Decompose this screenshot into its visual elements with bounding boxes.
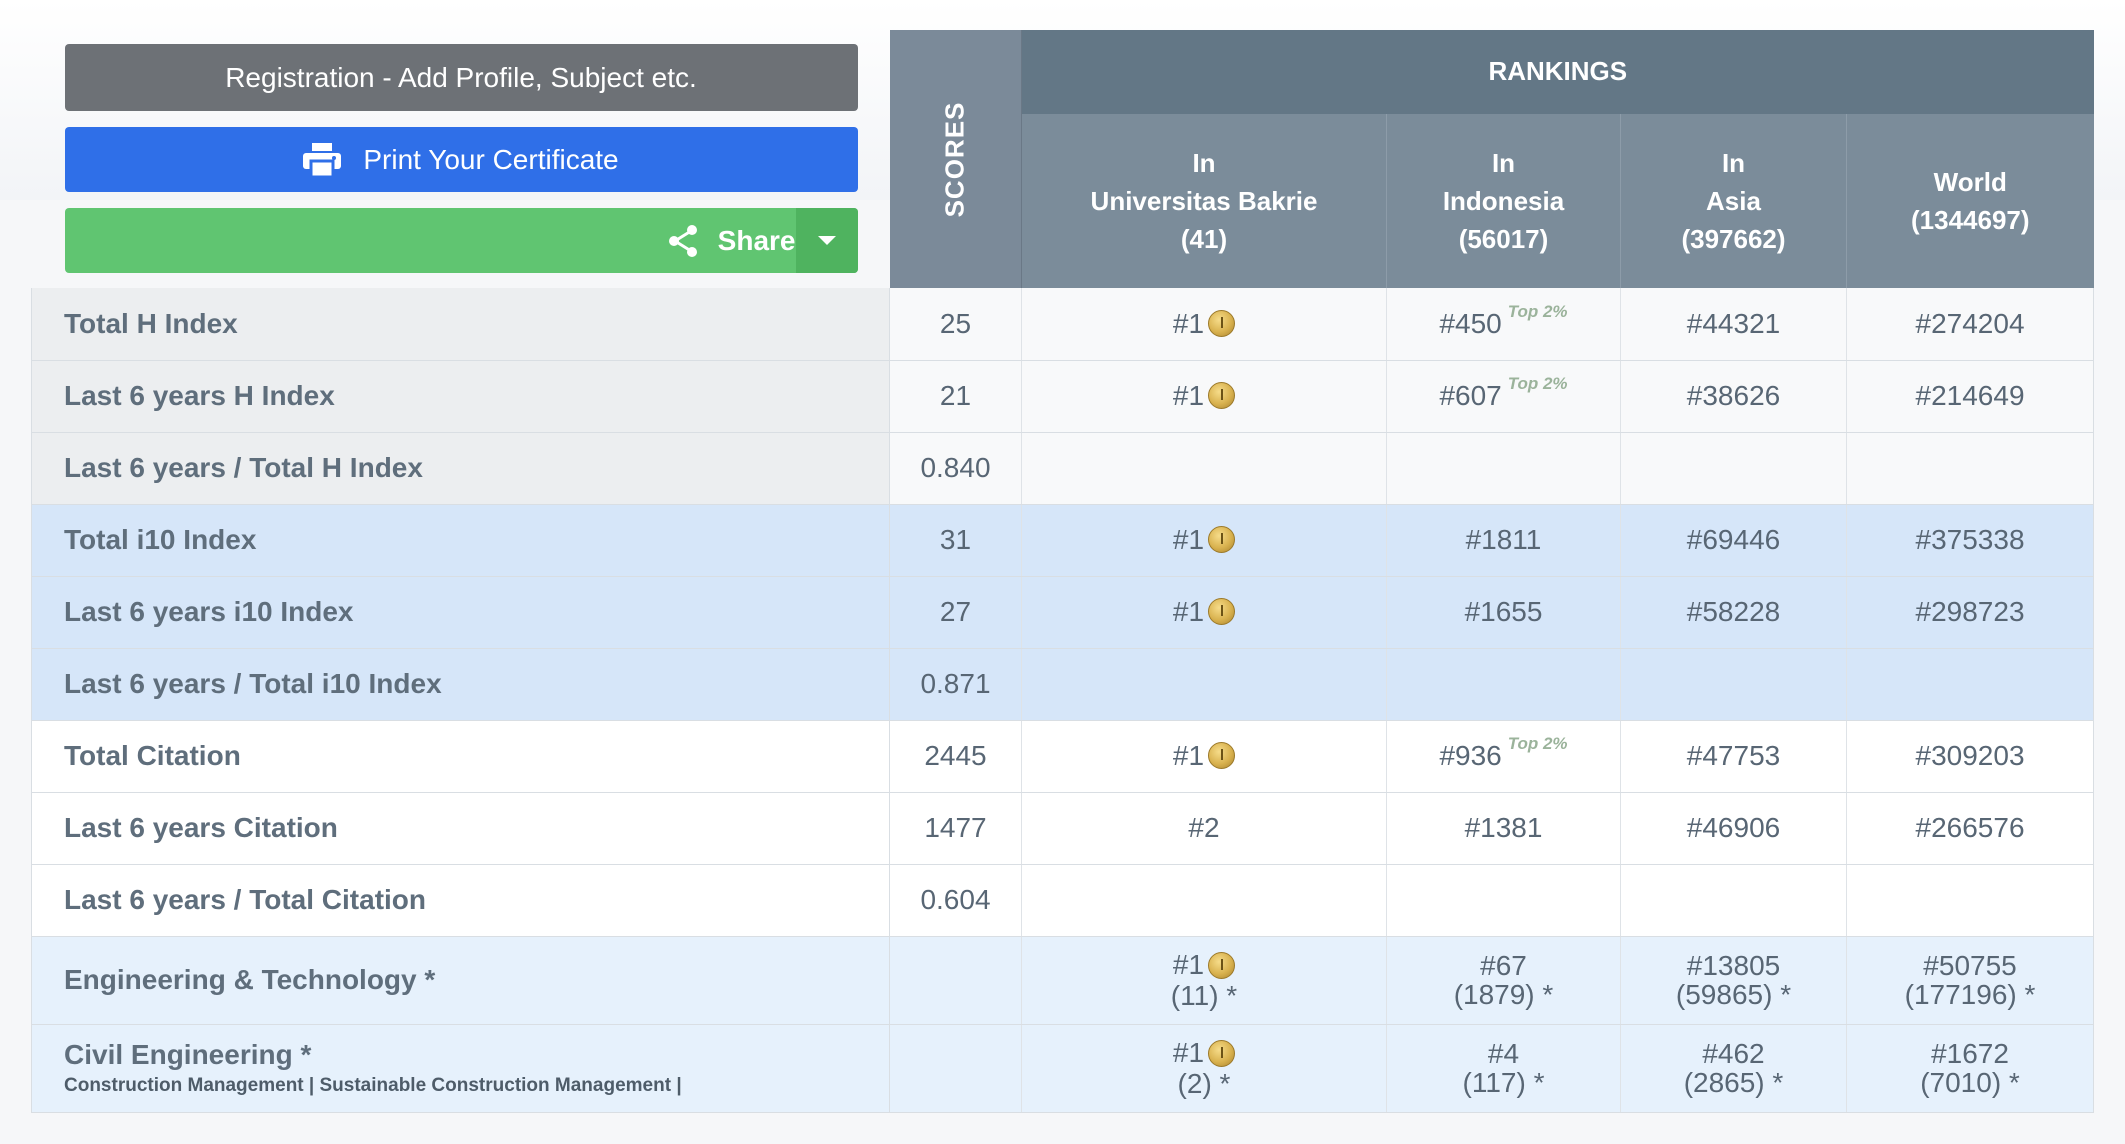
gold-medal-icon [1208, 309, 1236, 337]
table-row: Last 6 years / Total Citation 0.604 [31, 864, 2095, 937]
gold-medal-icon [1208, 742, 1236, 770]
score-value: 31 [889, 504, 1022, 577]
column-header-university: In Universitas Bakrie (41) [1021, 113, 1387, 288]
score-value: 1477 [889, 792, 1022, 865]
rank-university: #1 [1021, 720, 1387, 793]
row-label: Total H Index [31, 288, 890, 361]
table-row: Total i10 Index 31 #1 #1811 #69446 #3753… [31, 504, 2095, 577]
rank-country: #4 (117) * [1386, 1024, 1621, 1113]
subject-row: Civil Engineering * Construction Managem… [31, 1024, 2095, 1113]
registration-button-label: Registration - Add Profile, Subject etc. [225, 61, 697, 93]
table-row: Last 6 years i10 Index 27 #1 #1655 #5822… [31, 576, 2095, 649]
rank-country: #450 Top 2% [1386, 288, 1621, 361]
print-button-label: Print Your Certificate [363, 143, 619, 175]
score-value: 0.840 [889, 432, 1022, 505]
rank-university: #1 [1021, 360, 1387, 433]
score-value: 0.871 [889, 648, 1022, 721]
share-icon [668, 224, 697, 257]
subject-label: Civil Engineering * Construction Managem… [31, 1024, 890, 1113]
rankings-header: RANKINGS [1021, 30, 2094, 114]
table-row: Last 6 years Citation 1477 #2 #1381 #469… [31, 792, 2095, 865]
rank-country: #1381 [1386, 792, 1621, 865]
rank-country: #1655 [1386, 576, 1621, 649]
row-label: Last 6 years / Total H Index [31, 432, 890, 505]
share-button-label: Share [717, 224, 796, 256]
rank-country: #936 Top 2% [1386, 720, 1621, 793]
row-label: Last 6 years / Total i10 Index [31, 648, 890, 721]
rank-region: #47753 [1620, 720, 1847, 793]
column-header-region: In Asia (397662) [1620, 113, 1847, 288]
table-row: Last 6 years / Total i10 Index 0.871 [31, 648, 2095, 721]
rank-world: #1672 (7010) * [1846, 1024, 2095, 1113]
rank-region: #46906 [1620, 792, 1847, 865]
row-label: Total i10 Index [31, 504, 890, 577]
rank-world: #50755 (177196) * [1846, 936, 2095, 1025]
rank-world: #309203 [1846, 720, 2095, 793]
rank-region: #69446 [1620, 504, 1847, 577]
gold-medal-icon [1208, 598, 1236, 626]
score-value: 27 [889, 576, 1022, 649]
gold-medal-icon [1208, 526, 1236, 554]
rank-country: #607 Top 2% [1386, 360, 1621, 433]
row-label: Total Citation [31, 720, 890, 793]
ranking-table: Registration - Add Profile, Subject etc.… [31, 30, 2095, 1113]
top-percent-badge: Top 2% [1507, 374, 1568, 393]
row-label: Last 6 years i10 Index [31, 576, 890, 649]
rank-world: #214649 [1846, 360, 2095, 433]
table-row: Total Citation 2445 #1 #936 Top 2% #47753… [31, 720, 2095, 793]
rank-country: #1811 [1386, 504, 1621, 577]
top-percent-badge: Top 2% [1507, 734, 1568, 753]
rank-world: #375338 [1846, 504, 2095, 577]
rank-region: #13805 (59865) * [1620, 936, 1847, 1025]
table-row: Total H Index 25 #1 #450 Top 2% #44321 #2… [31, 288, 2095, 361]
row-label: Last 6 years / Total Citation [31, 864, 890, 937]
registration-button[interactable]: Registration - Add Profile, Subject etc. [64, 44, 858, 111]
rank-university: #1 (11) * [1021, 936, 1387, 1025]
rank-university: #1 [1021, 576, 1387, 649]
row-label: Last 6 years H Index [31, 360, 890, 433]
top-percent-badge: Top 2% [1507, 301, 1568, 321]
score-value: 21 [889, 360, 1022, 433]
share-dropdown-toggle[interactable] [795, 208, 858, 273]
score-value: 2445 [889, 720, 1022, 793]
rank-region: #38626 [1620, 360, 1847, 433]
share-button[interactable]: Share [64, 208, 858, 273]
subject-label: Engineering & Technology * [31, 936, 890, 1025]
score-value: 25 [889, 288, 1022, 361]
rank-university: #1 [1021, 288, 1387, 361]
action-buttons: Registration - Add Profile, Subject etc.… [32, 30, 890, 288]
subject-row: Engineering & Technology * #1 (11) * #67… [31, 936, 2095, 1025]
rank-country: #67 (1879) * [1386, 936, 1621, 1025]
rank-world: #274204 [1846, 288, 2095, 361]
table-row: Last 6 years / Total H Index 0.840 [31, 432, 2095, 505]
rank-region: #44321 [1620, 288, 1847, 361]
rank-region: #58228 [1620, 576, 1847, 649]
rank-university: #2 [1021, 792, 1387, 865]
column-header-country: In Indonesia (56017) [1386, 113, 1621, 288]
rank-university: #1 (2) * [1021, 1024, 1387, 1113]
score-value: 0.604 [889, 864, 1022, 937]
print-certificate-button[interactable]: Print Your Certificate [64, 127, 858, 192]
rank-world: #266576 [1846, 792, 2095, 865]
ranking-table-container: Registration - Add Profile, Subject etc.… [31, 30, 2095, 1113]
rank-university: #1 [1021, 504, 1387, 577]
gold-medal-icon [1208, 1039, 1236, 1067]
subject-keywords: Construction Management | Sustainable Co… [64, 1075, 682, 1096]
printer-icon [303, 142, 342, 177]
gold-medal-icon [1208, 951, 1236, 979]
table-row: Last 6 years H Index 21 #1 #607 Top 2% #3… [31, 360, 2095, 433]
scores-header: SCORES [889, 30, 1022, 288]
rank-world: #298723 [1846, 576, 2095, 649]
column-header-world: World (1344697) [1846, 113, 2094, 288]
row-label: Last 6 years Citation [31, 792, 890, 865]
rank-region: #462 (2865) * [1620, 1024, 1847, 1113]
gold-medal-icon [1208, 382, 1236, 410]
